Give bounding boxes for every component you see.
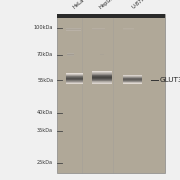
Text: HepG2: HepG2 [98, 0, 115, 10]
Text: 100kDa: 100kDa [34, 25, 53, 30]
Bar [66, 76, 83, 77]
Bar [57, 14, 165, 173]
Bar [123, 75, 142, 76]
Bar [57, 14, 165, 18]
Bar [123, 78, 142, 79]
Bar [123, 81, 142, 82]
Bar [66, 73, 83, 74]
Bar [67, 55, 74, 56]
Bar [123, 82, 142, 83]
Bar [123, 83, 142, 84]
Bar [92, 82, 112, 83]
Bar [66, 80, 83, 81]
Bar [66, 77, 83, 78]
Text: HeLa: HeLa [72, 0, 86, 10]
Bar [67, 53, 74, 54]
Bar [66, 28, 81, 29]
Bar [123, 80, 142, 81]
Bar [92, 79, 112, 80]
Bar [123, 79, 142, 80]
Text: GLUT3: GLUT3 [159, 77, 180, 83]
Bar [92, 78, 112, 79]
Bar [92, 72, 112, 73]
Text: 70kDa: 70kDa [37, 52, 53, 57]
Bar [66, 81, 83, 82]
Bar [92, 81, 112, 82]
Text: 35kDa: 35kDa [37, 128, 53, 133]
Bar [92, 77, 112, 78]
Bar [66, 79, 83, 80]
Bar [66, 74, 83, 75]
Bar [92, 73, 112, 74]
Bar [66, 29, 81, 30]
Bar [66, 75, 83, 76]
Bar [92, 80, 112, 81]
Bar [123, 77, 142, 78]
Bar [66, 83, 83, 84]
Bar [66, 30, 81, 31]
Bar [92, 83, 112, 84]
Bar [92, 76, 112, 77]
Bar [123, 76, 142, 77]
Bar [92, 71, 112, 72]
Bar [67, 54, 74, 55]
Text: U-87MG: U-87MG [131, 0, 150, 10]
Bar [66, 78, 83, 79]
Bar [92, 75, 112, 76]
Bar [92, 74, 112, 75]
Bar [66, 82, 83, 83]
Text: 40kDa: 40kDa [37, 110, 53, 115]
Text: 55kDa: 55kDa [37, 78, 53, 83]
Text: 25kDa: 25kDa [37, 160, 53, 165]
